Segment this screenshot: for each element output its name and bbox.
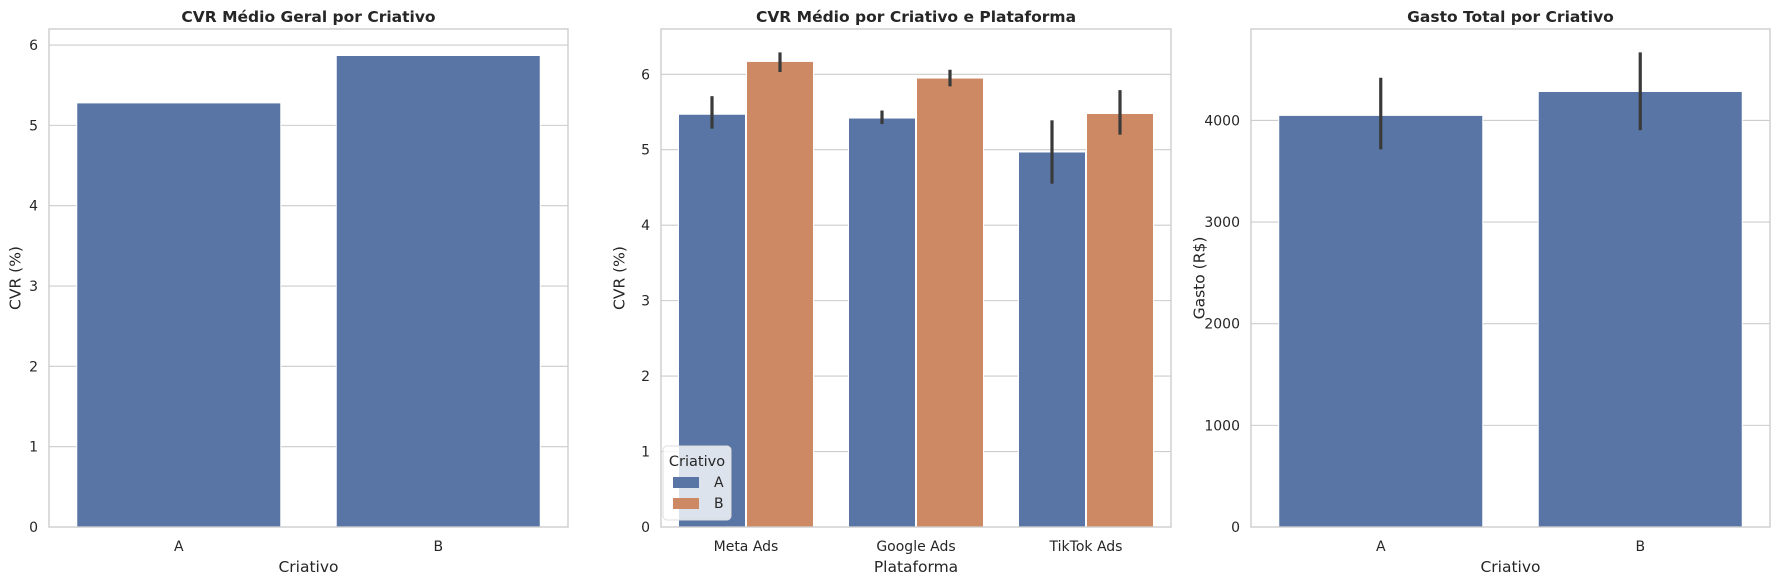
- legend-label-B: B: [714, 496, 724, 512]
- x-axis-label: Criativo: [1480, 558, 1540, 576]
- x-tick-label: A: [174, 539, 184, 555]
- x-tick-label: Google Ads: [876, 539, 955, 555]
- x-tick-label: Meta Ads: [714, 539, 779, 555]
- y-tick-label: 3000: [1204, 215, 1240, 231]
- legend-swatch-B: [673, 498, 699, 509]
- y-tick-label: 4000: [1204, 113, 1240, 129]
- bar-series-B: [1537, 91, 1743, 528]
- y-tick-label: 5: [641, 143, 650, 159]
- y-tick-label: 4: [29, 199, 38, 215]
- y-axis-label: Gasto (R$): [1191, 237, 1209, 320]
- axes-frame: [48, 28, 569, 528]
- y-tick-label: 0: [641, 520, 650, 536]
- y-tick-label: 1000: [1204, 418, 1240, 434]
- y-axis-label: CVR (%): [611, 246, 629, 310]
- bar-series-A: [1278, 114, 1484, 528]
- chart-title: Gasto Total por Criativo: [1407, 8, 1614, 26]
- legend-swatch-A: [673, 477, 699, 488]
- y-tick-label: 2: [29, 359, 38, 375]
- bar-series-B: [335, 55, 541, 528]
- y-tick-label: 3: [641, 294, 650, 310]
- bar-series-A: [76, 102, 282, 528]
- bar-B-TikTok Ads: [1086, 113, 1154, 528]
- x-tick-label: A: [1376, 539, 1386, 555]
- chart-title: CVR Médio Geral por Criativo: [181, 8, 435, 26]
- y-axis-label: CVR (%): [7, 246, 25, 310]
- bar-A-Google Ads: [848, 117, 916, 528]
- chart-3: 0 1000 2000 3000 4000 A B Gasto Total por Criat…: [1191, 8, 1771, 576]
- legend-label-A: A: [714, 475, 724, 491]
- x-axis-label: Criativo: [278, 558, 338, 576]
- axes-frame: [660, 28, 1172, 528]
- x-tick-label: TikTok Ads: [1049, 539, 1123, 555]
- x-tick-label: B: [1635, 539, 1645, 555]
- y-tick-label: 6: [641, 67, 650, 83]
- chart-2: 0 1 2 3 4 5 6 Meta Ads Google Ads TikTok Ads CVR M…: [611, 8, 1172, 576]
- bar-B-Meta Ads: [746, 60, 814, 528]
- x-axis-label: Plataforma: [874, 558, 958, 576]
- y-tick-label: 1: [29, 440, 38, 456]
- axes-frame: [1250, 28, 1771, 528]
- legend-title: Criativo: [669, 454, 725, 470]
- y-tick-label: 3: [29, 279, 38, 295]
- y-tick-label: 5: [29, 118, 38, 134]
- y-tick-label: 2: [641, 369, 650, 385]
- y-tick-label: 0: [29, 520, 38, 536]
- x-tick-label: B: [433, 539, 443, 555]
- y-tick-label: 6: [29, 38, 38, 54]
- y-tick-label: 4: [641, 218, 650, 234]
- chart-title: CVR Médio por Criativo e Plataforma: [756, 8, 1076, 26]
- y-tick-label: 0: [1231, 520, 1240, 536]
- y-tick-label: 1: [641, 445, 650, 461]
- bar-B-Google Ads: [916, 77, 984, 528]
- bar-A-TikTok Ads: [1018, 151, 1086, 528]
- legend: Criativo AB: [662, 445, 732, 521]
- y-tick-label: 2000: [1204, 317, 1240, 333]
- chart-1: 0 1 2 3 4 5 6 A B CVR Médio Geral por Criativo Cri…: [7, 8, 569, 576]
